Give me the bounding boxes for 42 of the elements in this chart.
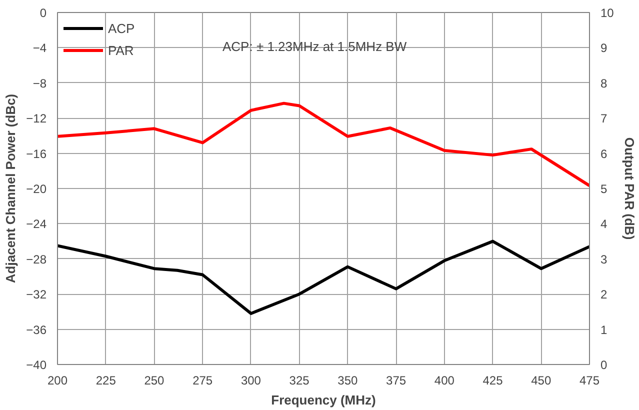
x-tick-label: 400 (434, 374, 455, 388)
x-axis-title: Frequency (MHz) (271, 392, 376, 408)
y2-axis-title: Output PAR (dB) (622, 137, 637, 240)
y2-tick-label: 0 (600, 358, 608, 372)
x-tick-label: 350 (338, 374, 358, 388)
x-tick-label: 300 (240, 374, 262, 388)
x-tick-label: 225 (96, 374, 116, 388)
y-tick-label: −24 (26, 217, 47, 232)
x-tick-label: 475 (579, 374, 600, 388)
y2-tick-label: 7 (600, 112, 608, 126)
x-tick-label: 325 (289, 374, 310, 388)
y2-tick-label: 6 (600, 146, 608, 161)
y2-tick-label: 8 (600, 76, 608, 90)
y2-tick-label: 9 (600, 41, 608, 56)
y-tick-label: −4 (32, 41, 47, 56)
y-tick-label: −36 (26, 322, 47, 337)
y2-tick-label: 1 (600, 322, 608, 337)
line-series (58, 102, 590, 188)
annotation: ACP: ± 1.23MHz at 1.5MHz BW (222, 39, 408, 54)
y-axis-title: Adjacent Channel Power (dBc) (3, 94, 18, 284)
x-tick-label: 425 (482, 374, 504, 388)
x-tick-label: 450 (531, 374, 552, 388)
y-tick-label: −8 (32, 76, 47, 90)
legend-label: ACP (108, 20, 135, 36)
y-tick-label: −16 (26, 146, 47, 161)
legend-label: PAR (108, 42, 134, 58)
y2-tick-label: 2 (600, 288, 608, 302)
y-tick-label: 0 (40, 6, 47, 20)
y2-tick-label: 5 (600, 182, 608, 196)
x-tick-label: 275 (192, 374, 213, 388)
y2-tick-label: 4 (600, 217, 608, 232)
x-tick-label: 375 (386, 374, 406, 388)
y-tick-label: −40 (26, 358, 47, 372)
line-series (58, 240, 590, 315)
x-tick-label: 250 (144, 374, 165, 388)
y-tick-label: −32 (26, 288, 47, 302)
x-tick-label: 200 (47, 374, 68, 388)
y-tick-label: −28 (26, 252, 47, 266)
y2-tick-label: 10 (600, 6, 614, 20)
y-tick-label: −12 (26, 112, 47, 126)
y-tick-label: −20 (26, 182, 47, 196)
y2-tick-label: 3 (600, 252, 608, 266)
